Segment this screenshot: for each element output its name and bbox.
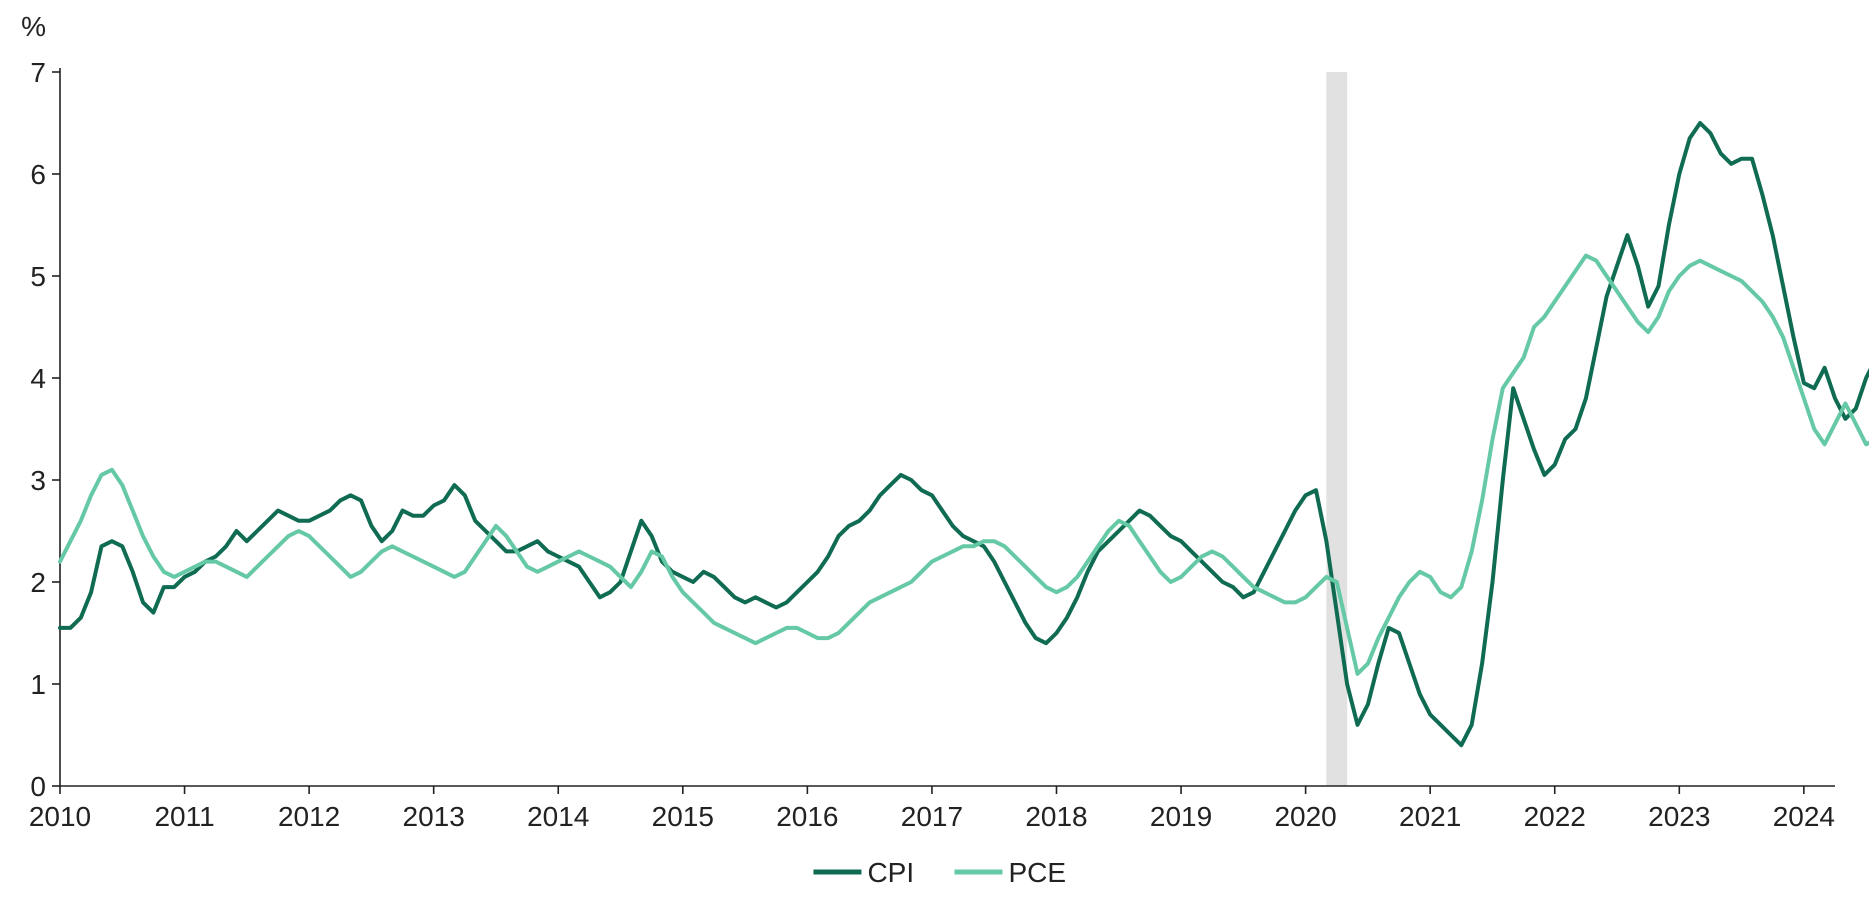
x-tick-label: 2013	[403, 801, 465, 832]
y-tick-label: 4	[30, 363, 46, 394]
x-tick-label: 2024	[1773, 801, 1835, 832]
y-tick-label: 0	[30, 771, 46, 802]
x-tick-label: 2021	[1399, 801, 1461, 832]
x-tick-label: 2019	[1150, 801, 1212, 832]
x-tick-label: 2012	[278, 801, 340, 832]
y-tick-label: 6	[30, 159, 46, 190]
legend-label-pce: PCE	[1009, 857, 1067, 888]
inflation-line-chart: 0 1 2 3 4 5 6 7% 2010 2011 2012 2013 2014 2015 2016 201…	[0, 0, 1869, 909]
y-tick-label: 2	[30, 567, 46, 598]
recession-band	[1326, 72, 1347, 786]
x-tick-label: 2015	[652, 801, 714, 832]
x-tick-label: 2020	[1274, 801, 1336, 832]
x-tick-label: 2023	[1648, 801, 1710, 832]
x-tick-label: 2011	[154, 801, 214, 832]
x-tick-label: 2016	[776, 801, 838, 832]
chart-svg: 0 1 2 3 4 5 6 7% 2010 2011 2012 2013 2014 2015 2016 201…	[0, 0, 1869, 909]
x-tick-label: 2018	[1025, 801, 1087, 832]
y-tick-label: 1	[30, 669, 46, 700]
x-tick-label: 2022	[1524, 801, 1586, 832]
y-tick-label: 5	[30, 261, 46, 292]
y-tick-label: 7	[30, 57, 46, 88]
x-tick-label: 2014	[527, 801, 589, 832]
legend-label-cpi: CPI	[867, 857, 914, 888]
unit-label: %	[21, 11, 46, 42]
x-tick-label: 2010	[29, 801, 91, 832]
y-tick-label: 3	[30, 465, 46, 496]
x-tick-label: 2017	[901, 801, 963, 832]
